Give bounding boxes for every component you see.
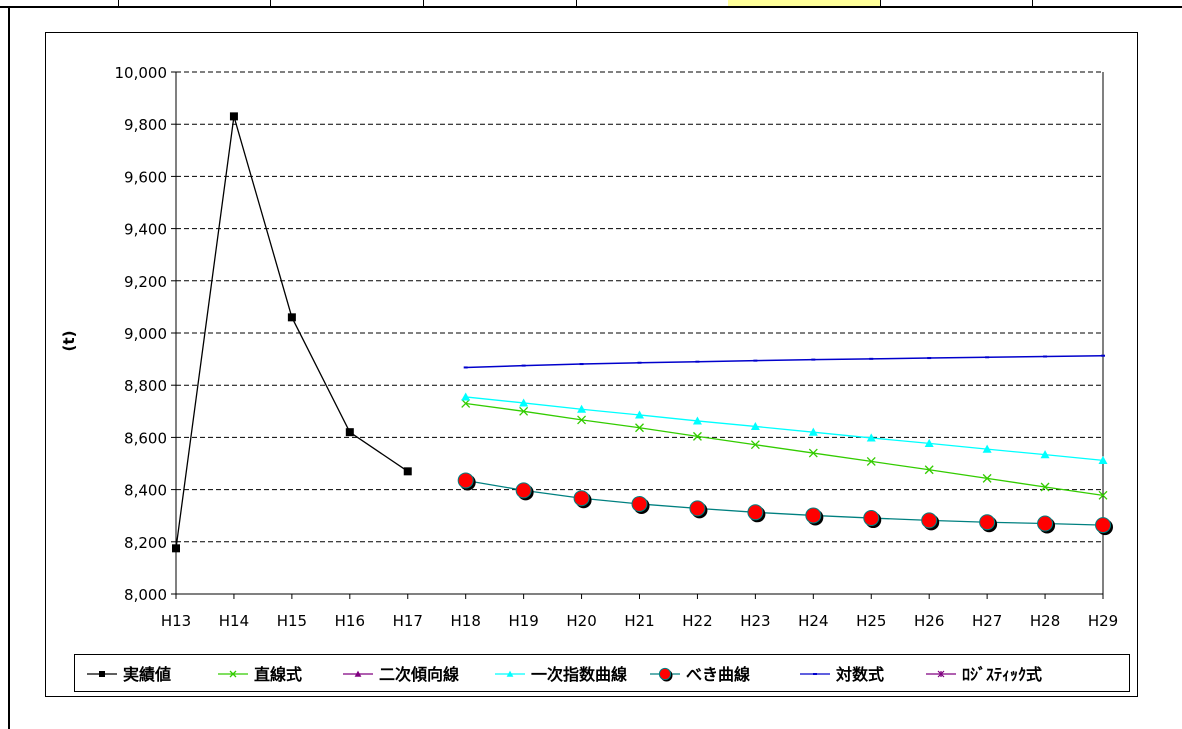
data-point xyxy=(982,444,992,453)
series-line xyxy=(465,479,1104,526)
y-tick-label: 9,600 xyxy=(124,168,167,186)
x-tick-label: H23 xyxy=(740,612,770,630)
x-tick-label: H17 xyxy=(393,612,423,630)
x-tick-label: H27 xyxy=(972,612,1002,630)
series-べき曲線 xyxy=(457,472,1113,536)
data-point xyxy=(577,404,587,413)
data-point xyxy=(461,392,471,401)
y-tick-label: 8,800 xyxy=(124,377,167,395)
data-point xyxy=(577,415,587,425)
x-tick-label: H18 xyxy=(451,612,481,630)
x-tick-label: H14 xyxy=(219,612,249,630)
x-tick-label: H26 xyxy=(914,612,944,630)
sheet-cell[interactable] xyxy=(118,0,271,6)
data-point xyxy=(635,423,644,433)
data-point xyxy=(692,431,702,441)
grid-lines xyxy=(176,71,1103,543)
data-point xyxy=(229,112,238,121)
chart-frame[interactable] xyxy=(45,32,1138,697)
series-line xyxy=(465,354,1104,369)
data-point xyxy=(1095,517,1111,534)
data-point xyxy=(461,399,471,408)
axes xyxy=(171,71,1104,599)
series-line xyxy=(465,402,1104,496)
series-line xyxy=(175,116,409,549)
x-tick-label: H16 xyxy=(335,612,365,630)
data-point xyxy=(287,313,296,322)
data-point xyxy=(1098,490,1108,500)
data-point xyxy=(1098,455,1108,464)
series-line xyxy=(465,396,1104,462)
data-point xyxy=(808,448,818,458)
y-tick-label: 9,200 xyxy=(124,273,167,291)
data-point xyxy=(692,416,702,425)
data-point xyxy=(515,482,532,499)
data-point xyxy=(457,472,474,489)
sheet-cell-highlighted[interactable] xyxy=(728,0,881,6)
sheet-border-bottom xyxy=(0,6,1182,8)
data-point xyxy=(866,456,876,466)
spreadsheet-row-fragment xyxy=(0,0,1182,9)
data-point xyxy=(519,398,529,407)
data-point xyxy=(573,490,590,507)
y-axis-label: (t) xyxy=(60,331,78,352)
x-tick-label: H21 xyxy=(624,612,654,630)
legend xyxy=(74,654,1130,692)
data-point xyxy=(921,512,938,529)
y-tick-labels: 8,000 8,200 8,400 8,600 8,800 9,000 9,200 9,400… xyxy=(115,64,168,604)
y-tick-label: 9,000 xyxy=(124,325,167,343)
series-対数式 xyxy=(463,354,1105,369)
x-tick-label: H28 xyxy=(1030,612,1060,630)
series-実績値 xyxy=(172,112,412,553)
y-tick-label: 8,600 xyxy=(124,429,167,447)
data-point xyxy=(635,410,644,419)
sheet-border-left xyxy=(8,6,10,729)
data-point xyxy=(750,440,760,450)
x-tick-label: H22 xyxy=(682,612,712,630)
data-point xyxy=(403,467,412,476)
data-point xyxy=(924,438,934,448)
data-point xyxy=(1037,515,1054,532)
x-tick-label: H13 xyxy=(161,612,191,630)
y-tick-label: 8,000 xyxy=(124,586,167,604)
data-point xyxy=(1040,482,1050,492)
x-tick-label: H20 xyxy=(566,612,596,630)
x-tick-label: H25 xyxy=(856,612,886,630)
data-point xyxy=(808,427,818,436)
data-point xyxy=(689,500,706,517)
data-point xyxy=(519,406,529,416)
data-point xyxy=(345,428,354,437)
sheet-cell[interactable] xyxy=(270,0,424,6)
y-tick-label: 9,800 xyxy=(124,116,167,134)
data-point xyxy=(805,507,822,524)
sheet-cell[interactable] xyxy=(880,0,1033,6)
y-tick-label: 8,200 xyxy=(124,534,167,552)
data-point xyxy=(863,510,880,527)
y-tick-label: 8,400 xyxy=(124,482,167,500)
x-tick-labels: H13 H14 H15 H16 H17 H18 H19 H20 H21 H22 H23 H24 H25 H… xyxy=(161,612,1118,630)
series-layer xyxy=(172,112,1113,553)
data-point xyxy=(747,504,764,521)
y-tick-label: 9,400 xyxy=(124,221,167,239)
x-tick-label: H19 xyxy=(508,612,538,630)
data-point xyxy=(979,514,996,531)
data-point xyxy=(172,544,180,553)
x-tick-label: H24 xyxy=(798,612,828,630)
data-point xyxy=(924,465,934,475)
data-point xyxy=(866,433,876,442)
x-tick-label: H29 xyxy=(1088,612,1118,630)
y-tick-label: 10,000 xyxy=(115,64,168,82)
data-point xyxy=(750,421,760,431)
data-point xyxy=(631,495,648,512)
x-tick-label: H15 xyxy=(277,612,307,630)
sheet-cell[interactable] xyxy=(423,0,577,6)
series-直線式 xyxy=(461,399,1108,500)
data-point xyxy=(1040,450,1050,459)
series-一次指数曲線 xyxy=(461,392,1108,464)
data-point xyxy=(982,473,992,483)
sheet-cell[interactable] xyxy=(0,0,119,6)
